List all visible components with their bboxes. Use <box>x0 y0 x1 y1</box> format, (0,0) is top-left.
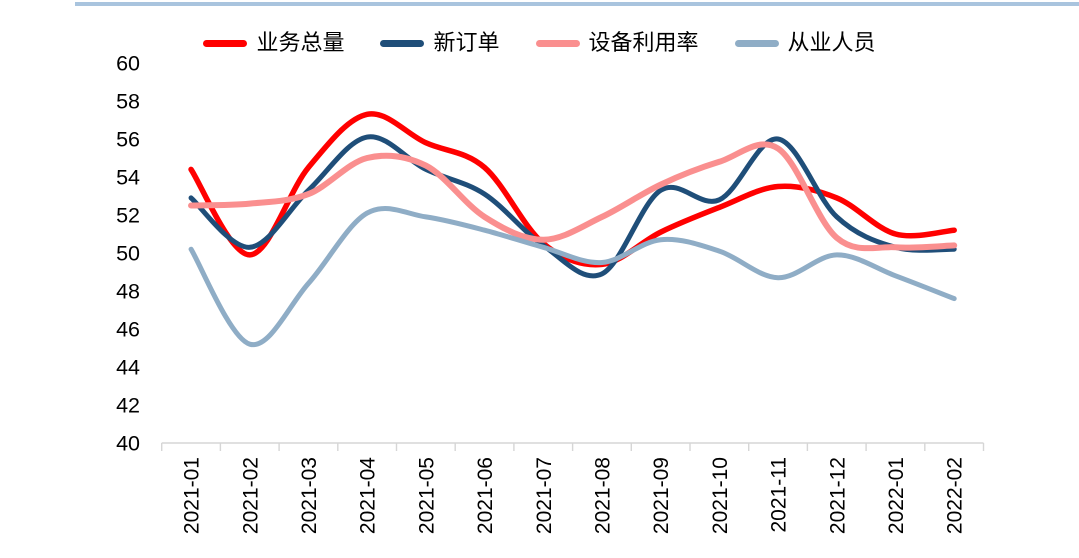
x-axis-label: 2021-06 <box>474 457 497 534</box>
legend-label-equipment-utilization: 设备利用率 <box>588 30 699 55</box>
x-axis-label: 2021-03 <box>298 457 321 534</box>
legend-label-employees: 从业人员 <box>787 30 876 55</box>
top-accent-bar <box>75 2 1079 6</box>
y-axis-label: 46 <box>116 318 140 342</box>
y-axis-label: 50 <box>116 242 140 266</box>
y-axis-label: 40 <box>116 432 140 456</box>
x-axis-label: 2021-09 <box>650 457 673 534</box>
y-axis-label: 58 <box>116 90 140 114</box>
y-axis-label: 54 <box>116 166 140 190</box>
y-axis-label: 56 <box>116 128 140 152</box>
y-axis-label: 42 <box>116 394 140 418</box>
x-axis-label: 2022-01 <box>885 457 908 534</box>
x-axis-label: 2021-02 <box>239 457 262 534</box>
x-axis-label: 2021-08 <box>591 457 614 534</box>
legend-item-business-volume: 业务总量 <box>203 32 344 54</box>
legend-label-business-volume: 业务总量 <box>256 30 345 55</box>
y-axis-label: 44 <box>116 356 140 380</box>
legend-item-equipment-utilization: 设备利用率 <box>535 30 699 55</box>
legend-swatch-equipment-utilization <box>535 39 580 47</box>
chart-legend: 业务总量 新订单 设备利用率 从业人员 <box>0 32 1079 54</box>
y-axis-label: 52 <box>116 204 140 228</box>
legend-swatch-business-volume <box>203 39 248 47</box>
series-line-equipment-utilization <box>188 141 958 252</box>
series-line-employees <box>188 206 957 347</box>
legend-swatch-employees <box>734 39 779 47</box>
x-axis-label: 2021-07 <box>533 457 556 534</box>
legend-label-new-orders: 新订单 <box>433 30 500 55</box>
x-axis-label: 2021-12 <box>826 457 849 534</box>
legend-swatch-new-orders <box>380 39 425 47</box>
x-axis-label: 2021-04 <box>357 457 380 534</box>
x-axis-label: 2021-10 <box>709 457 732 534</box>
series-line-new-orders <box>188 134 957 279</box>
x-axis-label: 2021-05 <box>415 457 438 534</box>
legend-item-new-orders: 新订单 <box>380 30 500 55</box>
x-axis-label: 2021-01 <box>181 457 204 534</box>
x-axis-label: 2021-11 <box>768 457 791 533</box>
legend-item-employees: 从业人员 <box>734 30 876 55</box>
x-axis-label: 2022-02 <box>944 457 967 534</box>
y-axis-label: 60 <box>116 52 140 76</box>
y-axis-label: 48 <box>116 280 140 304</box>
